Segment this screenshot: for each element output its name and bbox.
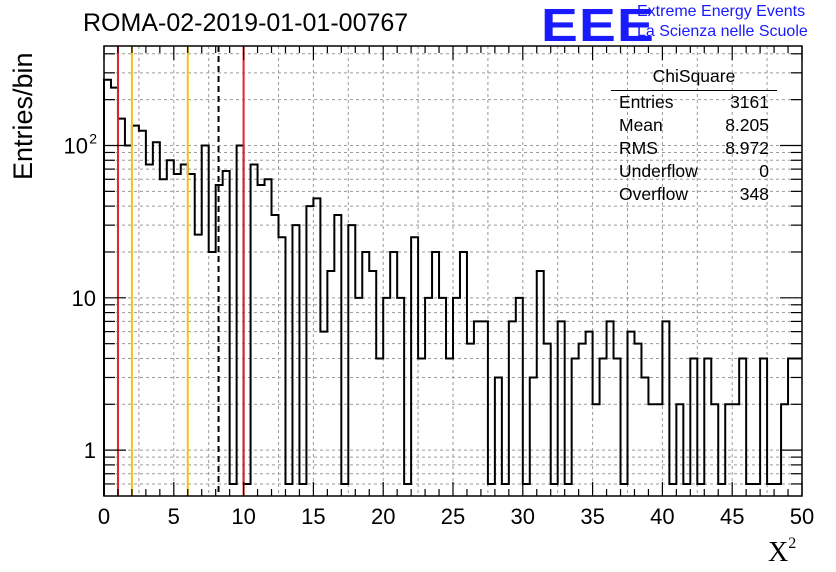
stat-row-rms: RMS 8.972 xyxy=(611,137,777,160)
eee-logo: EEE xyxy=(541,0,656,51)
stats-title: ChiSquare xyxy=(611,66,777,91)
x-tick-label: 45 xyxy=(720,504,744,529)
stat-label: RMS xyxy=(619,138,658,158)
x-tick-label: 20 xyxy=(371,504,395,529)
x-axis-label-base: X xyxy=(768,537,789,568)
stats-box: ChiSquare Entries 3161 Mean 8.205 RMS 8.972… xyxy=(611,66,777,206)
histogram-series xyxy=(103,78,802,496)
y-tick-label: 1 xyxy=(84,438,96,463)
x-tick-label: 25 xyxy=(441,504,465,529)
reference-lines xyxy=(116,46,245,496)
histogram-line xyxy=(103,78,802,496)
stat-value: 8.205 xyxy=(725,115,769,135)
logo-text-line2: La Scienza nelle Scuole xyxy=(637,23,808,40)
x-tick-label: 10 xyxy=(231,504,255,529)
stat-row-overflow: Overflow 348 xyxy=(611,183,777,206)
y-tick-label: 10 xyxy=(64,133,88,158)
x-tick-label: 40 xyxy=(650,504,674,529)
stat-label: Mean xyxy=(619,115,663,135)
x-axis-label-superscript: 2 xyxy=(788,535,797,552)
logo-text-line1: Extreme Energy Events xyxy=(637,3,806,20)
axis-ticks xyxy=(103,46,803,496)
stat-row-underflow: Underflow 0 xyxy=(611,160,777,183)
x-tick-label: 15 xyxy=(301,504,325,529)
y-axis-label: Entries/bin xyxy=(8,52,38,180)
stat-value: 0 xyxy=(759,161,769,181)
x-tick-label: 0 xyxy=(98,504,110,529)
y-tick-label: 10 xyxy=(72,286,96,311)
chart-title: ROMA-02-2019-01-01-00767 xyxy=(83,9,409,37)
x-axis-label: X2 xyxy=(768,535,796,569)
stat-value: 3161 xyxy=(730,92,769,112)
x-tick-label: 5 xyxy=(168,504,180,529)
stat-label: Overflow xyxy=(619,184,689,204)
y-tick-label-exponent: 2 xyxy=(89,130,97,146)
stat-label: Entries xyxy=(619,92,674,112)
stat-value: 8.972 xyxy=(725,138,769,158)
grid-lines xyxy=(104,46,802,496)
stat-row-entries: Entries 3161 xyxy=(611,91,777,114)
x-tick-label: 50 xyxy=(790,504,814,529)
x-tick-label: 35 xyxy=(580,504,604,529)
stat-label: Underflow xyxy=(619,161,698,181)
stat-row-mean: Mean 8.205 xyxy=(611,114,777,137)
x-tick-label: 30 xyxy=(511,504,535,529)
stat-value: 348 xyxy=(739,184,769,204)
